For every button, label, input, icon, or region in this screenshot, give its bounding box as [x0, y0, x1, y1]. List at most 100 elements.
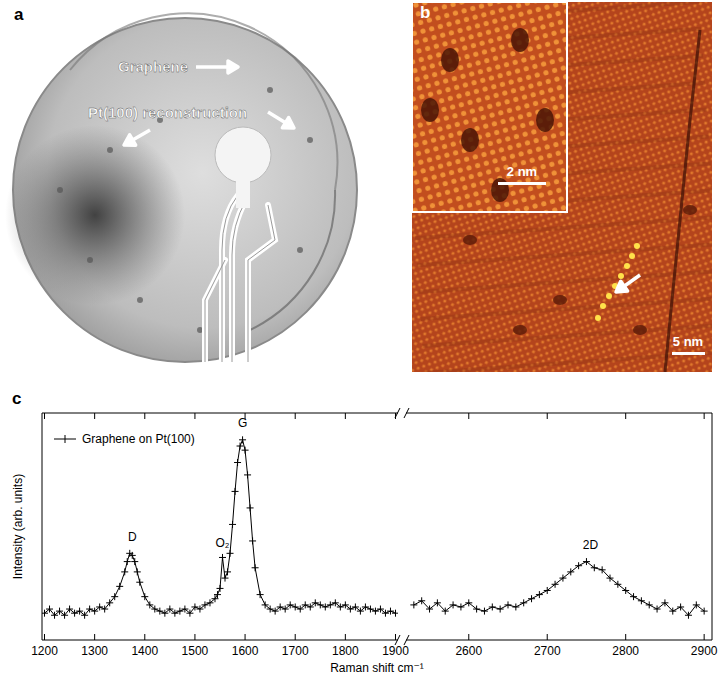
data-point [116, 583, 123, 590]
electron-gun-neck [236, 178, 250, 208]
bright-dot [629, 253, 635, 259]
data-point [272, 608, 279, 615]
data-point [481, 608, 488, 615]
label: Pt(100) reconstruction [88, 104, 247, 121]
data-point [489, 603, 496, 610]
data-point [544, 587, 551, 594]
x-tick-label: 1800 [332, 644, 359, 658]
data-point [141, 593, 148, 600]
plot-area [410, 558, 707, 619]
data-point [237, 443, 244, 450]
stm-row [417, 242, 712, 267]
data-point [552, 581, 559, 588]
stm-row [415, 215, 712, 240]
bright-dot [595, 315, 601, 321]
data-point [701, 608, 708, 615]
data-point [129, 552, 136, 559]
x-tick-label: 1400 [131, 644, 158, 658]
data-point [426, 606, 433, 613]
axis-break [395, 408, 409, 418]
bright-dot [618, 273, 624, 279]
data-point [654, 606, 661, 613]
x-tick [94, 413, 95, 640]
inset-dark-site [511, 28, 529, 52]
x-tick-label: 1500 [182, 644, 209, 658]
data-point [101, 606, 108, 613]
data-point [111, 593, 118, 600]
peak-label: G [238, 416, 247, 430]
frame [406, 413, 712, 640]
leed-shadow [5, 125, 185, 305]
data-point [622, 587, 629, 594]
data-point [252, 564, 259, 571]
data-point [357, 608, 364, 615]
peak-label: O₂ [216, 536, 230, 550]
data-point [677, 603, 684, 610]
data-point [465, 599, 472, 606]
data-point [121, 568, 128, 575]
inset-dark-site [461, 128, 479, 152]
stm-defect [683, 205, 697, 215]
data-point [51, 612, 58, 619]
leed-spot [137, 297, 143, 303]
data-point [567, 568, 574, 575]
bright-dot [624, 263, 630, 269]
inset-dark-site [491, 178, 509, 202]
bright-dot [600, 303, 606, 309]
data-point [457, 603, 464, 610]
legend-swatch [54, 435, 76, 443]
inset-dark-site [441, 48, 459, 72]
data-point [161, 610, 168, 617]
data-point [227, 550, 234, 557]
scale-bar [498, 182, 546, 185]
holder-wires [205, 195, 275, 362]
data-point [505, 601, 512, 608]
data-point [242, 447, 249, 454]
data-point [434, 599, 441, 606]
stm-row [424, 350, 712, 372]
data-point [91, 608, 98, 615]
data-point [146, 601, 153, 608]
data-point [392, 610, 398, 617]
data-point [377, 606, 384, 613]
data-point [234, 459, 241, 466]
data-point [217, 585, 224, 592]
x-tick-label: 1700 [282, 644, 309, 658]
data-point [607, 575, 614, 582]
data-point [239, 436, 246, 443]
stm-defect [633, 325, 647, 335]
x-tick [44, 413, 45, 640]
step-edge [665, 30, 700, 372]
leed-spot [297, 247, 303, 253]
data-point [282, 606, 289, 613]
data-point [56, 608, 63, 615]
data-point [512, 603, 519, 610]
data-point [661, 599, 668, 606]
data-point [575, 562, 582, 569]
inset-dark-site [421, 98, 439, 122]
data-point [418, 597, 425, 604]
data-point [134, 568, 141, 575]
panel-letter: b [420, 3, 430, 22]
data-point [638, 597, 645, 604]
data-point [247, 504, 254, 511]
data-point [297, 606, 304, 613]
data-point [685, 612, 692, 619]
data-point [229, 521, 236, 528]
legend-label: Graphene on Pt(100) [82, 432, 195, 446]
bright-dot [606, 293, 612, 299]
electron-gun [215, 127, 271, 183]
data-point [536, 591, 543, 598]
axis-break [395, 635, 409, 645]
data-point [693, 601, 700, 608]
arrow [616, 275, 640, 292]
data-point [196, 606, 203, 613]
data-point [222, 575, 229, 582]
x-tick [704, 413, 705, 640]
leed-spot [57, 187, 63, 193]
data-point [136, 579, 143, 586]
scale-bar [672, 352, 705, 355]
panel-letter: c [12, 389, 21, 408]
x-tick-label: 1900 [382, 644, 409, 658]
data-point [81, 612, 88, 619]
